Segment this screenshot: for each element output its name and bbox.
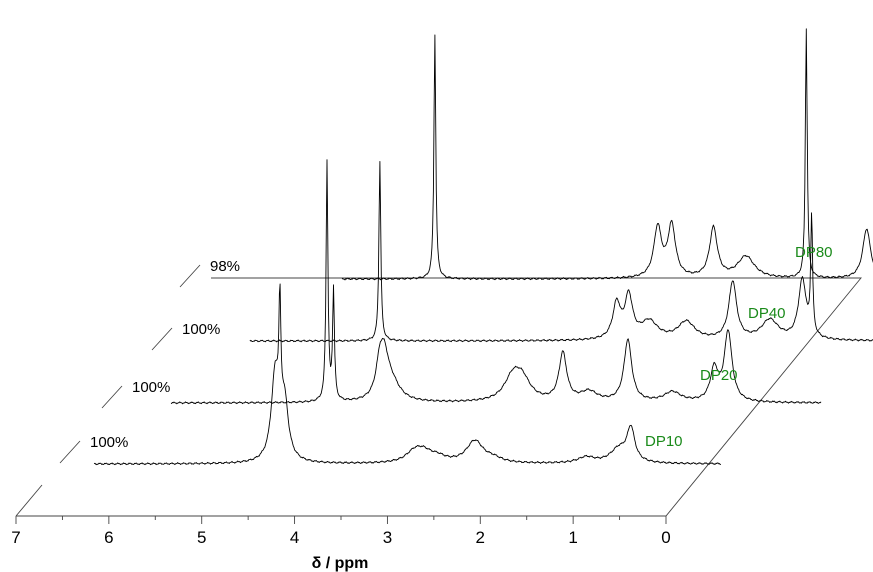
x-axis: 7 6 5 4 3 2 1 0 <box>11 515 671 547</box>
floor-outline <box>16 277 862 517</box>
series-name-label: DP80 <box>795 244 833 261</box>
x-tick-label: 1 <box>568 528 577 547</box>
series-conversion-label: 100% <box>182 321 220 338</box>
spectrum-trace-dp80 <box>341 28 873 281</box>
x-tick-label: 7 <box>11 528 20 547</box>
spectrum-trace-dp10 <box>93 283 721 466</box>
spectrum-trace-dp40 <box>249 161 873 343</box>
series-conversion-label: 100% <box>132 379 170 396</box>
x-axis-title: δ / ppm <box>312 555 369 572</box>
floor-left-edge <box>15 484 43 517</box>
note-leader-line <box>179 264 201 288</box>
series-name-label: DP20 <box>700 367 738 384</box>
series-conversion-label: 100% <box>90 434 128 451</box>
perspective-frame <box>15 277 862 517</box>
x-tick-label: 6 <box>104 528 113 547</box>
series-name-label: DP40 <box>748 305 786 322</box>
x-tick-label: 5 <box>197 528 206 547</box>
spectra-traces <box>93 28 873 466</box>
x-tick-label: 3 <box>383 528 392 547</box>
x-tick-label: 2 <box>476 528 485 547</box>
note-leader-line <box>59 440 81 464</box>
x-tick-label: 4 <box>290 528 299 547</box>
spectrum-trace-dp20 <box>170 159 822 405</box>
series-name-label: DP10 <box>645 433 683 450</box>
series-labels: 100% DP10 100% DP20 100% DP40 98% DP80 <box>59 244 833 464</box>
x-tick-label: 0 <box>661 528 670 547</box>
note-leader-line <box>101 385 123 409</box>
series-conversion-label: 98% <box>210 258 240 275</box>
note-leader-line <box>151 327 173 351</box>
